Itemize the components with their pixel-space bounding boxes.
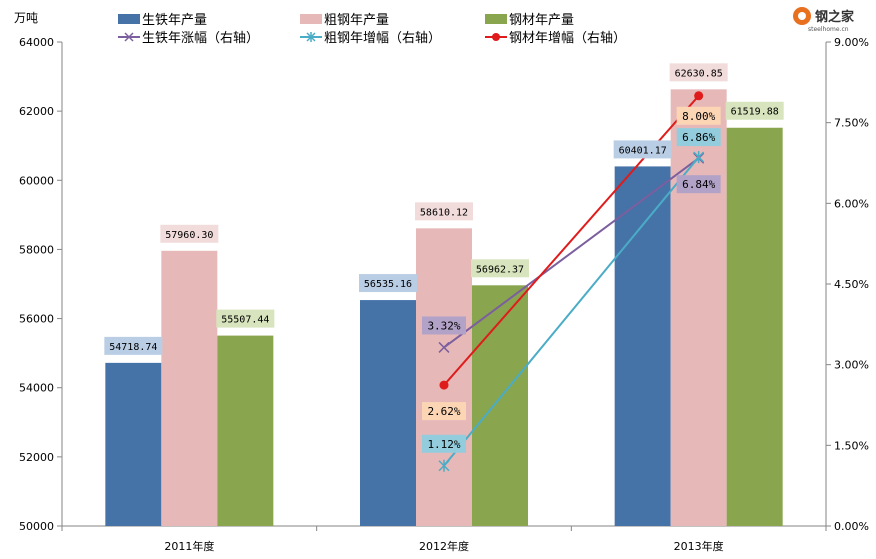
marker-star-icon [693,151,705,164]
bar-data-label: 60401.17 [619,145,667,156]
line-marker [694,91,704,101]
legend-entry: 粗钢年产量 [324,13,389,28]
line-data-label: 8.00% [682,110,715,123]
line-series [443,157,700,349]
axes-layer: 50000 52000 54000 56000 58000 60000 62000 64000… [19,36,869,553]
bar-label-bg [613,140,672,159]
bar [416,228,472,526]
y-tick-label: 54000 [19,382,54,395]
line-marker [438,459,450,472]
bar [726,127,783,526]
logo-main-text: 钢之家 [815,9,855,25]
bar-data-label: 54718.74 [109,342,157,353]
bar [614,166,671,526]
marker-x-icon [438,341,450,353]
legend-swatch [118,14,140,24]
bar-label-bg [669,63,728,82]
bar-label-bg [415,202,473,221]
line-label-bg [422,434,466,453]
bar-data-label: 62630.85 [675,68,723,79]
marker-circle-icon [439,380,449,390]
line-data-label: 6.86% [682,131,715,144]
x-tick-label: 2013年度 [674,539,724,553]
bar-label-bg [216,309,275,328]
bar-data-label: 55507.44 [221,315,269,326]
legend-star-icon [306,32,316,42]
x-tick-label: 2012年度 [419,539,469,553]
logo-mark-inner-icon [798,12,806,20]
y2-tick-label: 1.50% [834,439,869,452]
logo: 钢之家 steelhome.cn [793,7,855,33]
legend-entry: 生铁年产量 [142,13,207,28]
legend-swatch [485,14,507,24]
y2-tick-label: 9.00% [834,36,869,49]
bar-label-bg [359,274,417,293]
bar [360,300,416,526]
line-label-bg [676,175,721,194]
legend-entry: 钢材年增幅（右轴） [509,31,626,46]
line-label-bg [676,128,721,147]
marker-star-icon [438,459,450,472]
logo-sub-text: steelhome.cn [808,26,849,33]
bar-data-label: 58610.12 [420,207,468,218]
line-label-bg [422,316,466,335]
y-tick-label: 64000 [19,36,54,49]
y-tick-label: 52000 [19,451,54,464]
y2-tick-label: 4.50% [834,278,869,291]
line-label-bg [676,106,721,125]
line-marker [439,380,449,390]
legend-entry: 生铁年涨幅（右轴） [142,31,259,46]
y2-tick-label: 6.00% [834,197,869,210]
bar [217,335,274,526]
line-data-label: 2.62% [427,405,460,418]
legend-swatch [300,14,322,24]
bar-data-label: 56962.37 [476,264,524,275]
x-tick-label: 2011年度 [164,539,214,553]
bar-data-label: 61519.88 [731,107,779,118]
line-label-bg [422,402,466,421]
legend-circle-icon [492,33,500,41]
legend-x-icon [124,32,134,42]
y-axis-unit-label: 万吨 [14,11,38,25]
bar-label-bg [725,101,784,120]
line-data-label: 1.12% [427,438,460,451]
bar-label-bg [104,336,163,355]
line-data-label: 3.32% [427,319,460,332]
line-data-label: 6.84% [682,178,715,191]
y2-tick-label: 7.50% [834,117,869,130]
y-tick-label: 58000 [19,243,54,256]
y-tick-label: 50000 [19,520,54,533]
marker-circle-icon [694,91,704,101]
y-tick-label: 56000 [19,313,54,326]
bar-data-label: 57960.30 [165,230,213,241]
line-marker [693,151,705,164]
bar-data-label: 56535.16 [364,279,412,290]
y-tick-label: 60000 [19,174,54,187]
y2-tick-label: 3.00% [834,359,869,372]
y-tick-label: 62000 [19,105,54,118]
legend-entry: 粗钢年增幅（右轴） [324,31,441,46]
line-marker [438,341,450,353]
bar [105,362,162,526]
bar-label-bg [471,259,529,278]
labels-layer: 54718.74 56535.16 60401.17 57960.30 58610.12… [104,63,784,453]
y2-tick-label: 0.00% [834,520,869,533]
bar-label-bg [160,224,219,243]
line-series [443,156,700,467]
bar [472,285,528,526]
legend-entry: 钢材年产量 [509,13,574,28]
bar [161,250,218,526]
